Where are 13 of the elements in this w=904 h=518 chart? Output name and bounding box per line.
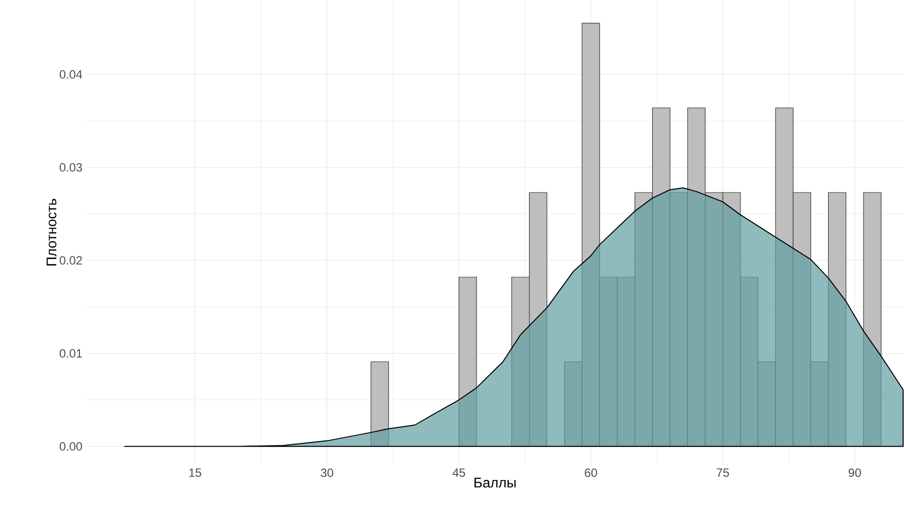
x-tick-label: 60 [584, 468, 598, 477]
x-tick-label: 30 [320, 468, 334, 477]
y-tick-label: 0.00 [60, 442, 82, 451]
x-tick-label: 90 [848, 468, 861, 477]
x-tick-label: 75 [716, 468, 729, 477]
y-tick-label: 0.03 [60, 163, 82, 172]
x-tick-label: 45 [452, 468, 466, 477]
y-tick-label: 0.01 [60, 349, 82, 358]
y-tick-label: 0.04 [60, 70, 82, 79]
y-tick-label: 0.02 [60, 256, 82, 265]
y-axis-title: Плотность [46, 198, 56, 266]
x-axis-title: Баллы [474, 478, 516, 488]
x-tick-label: 15 [189, 468, 202, 477]
